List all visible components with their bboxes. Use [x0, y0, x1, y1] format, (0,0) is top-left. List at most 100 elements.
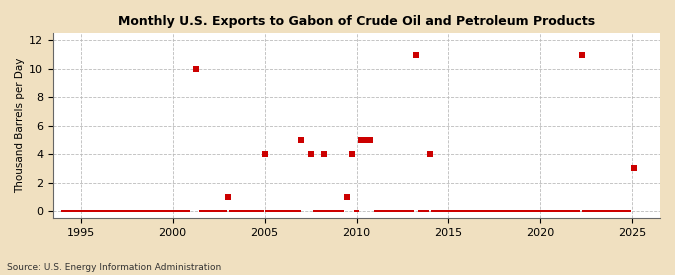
Point: [541, 209, 552, 213]
Point: [74, 209, 84, 213]
Point: [391, 209, 402, 213]
Point: [555, 209, 566, 213]
Point: [529, 209, 540, 213]
Point: [487, 209, 498, 213]
Point: [204, 209, 215, 213]
Point: [161, 209, 172, 213]
Point: [215, 209, 225, 213]
Point: [509, 209, 520, 213]
Point: [338, 209, 349, 213]
Point: [569, 209, 580, 213]
Point: [332, 209, 343, 213]
Point: [477, 209, 488, 213]
Point: [335, 209, 346, 213]
Point: [201, 209, 212, 213]
Point: [310, 209, 321, 213]
Point: [469, 209, 480, 213]
Point: [448, 209, 459, 213]
Point: [539, 209, 550, 213]
Point: [234, 209, 244, 213]
Point: [89, 209, 100, 213]
Point: [416, 209, 427, 213]
Point: [439, 209, 450, 213]
Point: [66, 209, 77, 213]
Point: [84, 209, 95, 213]
Point: [385, 209, 396, 213]
Point: [567, 209, 578, 213]
Point: [184, 209, 195, 213]
Point: [319, 152, 329, 156]
Point: [452, 209, 463, 213]
Point: [195, 209, 206, 213]
Point: [510, 209, 521, 213]
Point: [383, 209, 394, 213]
Point: [392, 209, 403, 213]
Point: [425, 152, 435, 156]
Point: [255, 209, 266, 213]
Point: [323, 209, 333, 213]
Point: [205, 209, 216, 213]
Point: [583, 209, 594, 213]
Point: [515, 209, 526, 213]
Point: [61, 209, 72, 213]
Point: [111, 209, 122, 213]
Point: [207, 209, 218, 213]
Point: [286, 209, 296, 213]
Point: [593, 209, 603, 213]
Point: [486, 209, 497, 213]
Point: [101, 209, 112, 213]
Y-axis label: Thousand Barrels per Day: Thousand Barrels per Day: [15, 58, 25, 194]
Point: [577, 209, 588, 213]
Point: [460, 209, 471, 213]
Point: [521, 209, 532, 213]
Point: [602, 209, 613, 213]
Point: [462, 209, 472, 213]
Point: [71, 209, 82, 213]
Point: [72, 209, 83, 213]
Point: [278, 209, 289, 213]
Point: [60, 209, 71, 213]
Point: [608, 209, 619, 213]
Point: [256, 209, 267, 213]
Point: [305, 152, 316, 156]
Point: [388, 209, 399, 213]
Point: [218, 209, 229, 213]
Point: [474, 209, 485, 213]
Point: [588, 209, 599, 213]
Point: [103, 209, 113, 213]
Point: [312, 209, 323, 213]
Point: [442, 209, 453, 213]
Point: [576, 53, 587, 57]
Point: [411, 53, 422, 57]
Point: [182, 209, 193, 213]
Point: [526, 209, 537, 213]
Point: [582, 209, 593, 213]
Point: [408, 209, 418, 213]
Point: [450, 209, 460, 213]
Point: [465, 209, 476, 213]
Point: [580, 209, 591, 213]
Point: [227, 209, 238, 213]
Point: [308, 209, 319, 213]
Point: [524, 209, 535, 213]
Point: [315, 209, 326, 213]
Point: [293, 209, 304, 213]
Point: [456, 209, 466, 213]
Point: [531, 209, 541, 213]
Point: [483, 209, 493, 213]
Point: [202, 209, 213, 213]
Point: [123, 209, 134, 213]
Point: [132, 209, 142, 213]
Point: [405, 209, 416, 213]
Point: [242, 209, 253, 213]
Point: [250, 209, 261, 213]
Point: [397, 209, 408, 213]
Point: [146, 209, 157, 213]
Point: [235, 209, 246, 213]
Point: [622, 209, 632, 213]
Point: [229, 209, 240, 213]
Point: [129, 209, 140, 213]
Point: [489, 209, 500, 213]
Point: [167, 209, 178, 213]
Point: [92, 209, 103, 213]
